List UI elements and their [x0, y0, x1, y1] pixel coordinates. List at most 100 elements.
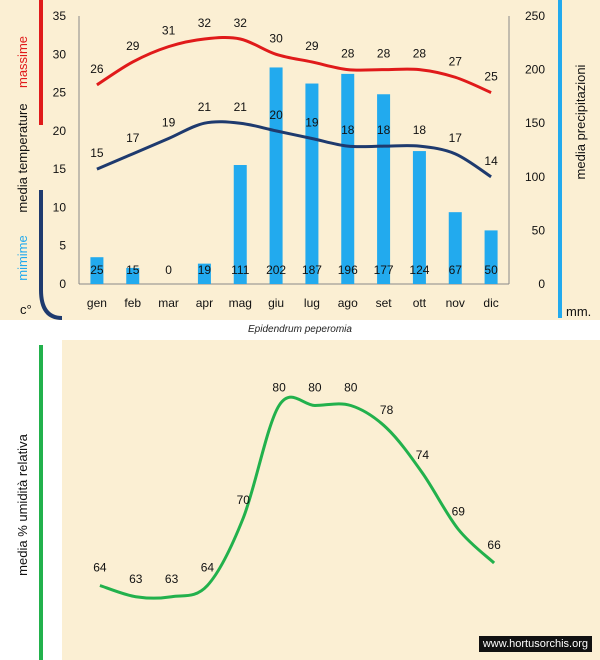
left-tick-label: 30: [53, 47, 67, 61]
precip-data-label: 177: [374, 263, 394, 277]
left-tick-label: 25: [53, 86, 67, 100]
x-axis-ticks: gen feb mar apr mag giu lug ago set ott nov dic: [87, 296, 499, 310]
humidity-data-labels: 64 63 63 64 70 80 80 80 78 74 69 66: [93, 381, 501, 586]
min-temp-data-label: 14: [484, 154, 498, 168]
min-temp-data-label: 21: [198, 100, 212, 114]
right-tick-label: 150: [525, 116, 545, 130]
min-temp-data-label: 20: [269, 108, 283, 122]
precip-unit: mm.: [566, 304, 591, 319]
left-tick-label: 35: [53, 9, 67, 23]
min-bracket: [39, 190, 63, 320]
humidity-data-label: 64: [93, 561, 107, 575]
humidity-data-label: 63: [165, 572, 179, 586]
max-temp-data-label: 30: [269, 31, 283, 45]
max-temp-data-label: 27: [449, 54, 463, 68]
precip-data-label: 50: [484, 263, 498, 277]
humidity-axis-title: media % umidità relativa: [15, 433, 30, 575]
humidity-data-label: 74: [416, 448, 430, 462]
precip-bar: [233, 165, 247, 284]
right-tick-label: 100: [525, 170, 545, 184]
min-temp-data-label: 19: [305, 116, 319, 130]
max-axis-title: massime: [15, 36, 30, 88]
right-tick-label: 50: [532, 223, 546, 237]
x-tick-label: nov: [446, 296, 465, 310]
x-tick-label: feb: [124, 296, 141, 310]
precip-bar: [90, 257, 104, 284]
precip-data-label: 187: [302, 263, 322, 277]
left-tick-label: 15: [53, 162, 67, 176]
site-watermark: www.hortusorchis.org: [478, 636, 592, 652]
bottom-chart-background: [62, 340, 600, 660]
x-tick-label: mag: [229, 296, 252, 310]
humidity-line: [99, 395, 496, 600]
min-temp-data-label: 18: [377, 123, 391, 137]
x-tick-label: gen: [87, 296, 107, 310]
humidity-data-label: 80: [344, 381, 358, 395]
left-tick-label: 5: [59, 239, 66, 253]
precip-data-label: 196: [338, 263, 358, 277]
precip-bar: [126, 267, 140, 284]
precip-bar: [197, 263, 211, 284]
max-temp-data-label: 28: [377, 47, 391, 61]
precip-data-label: 202: [266, 263, 286, 277]
x-tick-label: ott: [413, 296, 427, 310]
right-tick-label: 200: [525, 63, 545, 77]
precip-axis-title: media precipitazioni: [573, 64, 588, 179]
precip-bar: [269, 67, 283, 285]
precip-bar: [412, 151, 426, 284]
x-tick-label: mar: [158, 296, 179, 310]
min-temp-data-label: 15: [90, 146, 104, 160]
min-temp-data-label: 17: [449, 131, 463, 145]
min-temp-data-label: 18: [413, 123, 427, 137]
degree-unit: c°: [20, 302, 32, 317]
x-tick-label: giu: [268, 296, 284, 310]
min-temp-data-labels: 15 17 19 21 21 20 19 18 18 18 17 14: [90, 100, 498, 168]
humidity-data-label: 80: [308, 381, 322, 395]
x-tick-label: set: [376, 296, 393, 310]
max-temp-data-label: 29: [126, 39, 140, 53]
precip-data-label: 111: [231, 263, 250, 277]
max-temp-data-label: 31: [162, 24, 176, 38]
humidity-data-label: 66: [487, 538, 501, 552]
species-caption: Epidendrum peperomia: [248, 324, 352, 335]
x-tick-label: lug: [304, 296, 320, 310]
precip-bar: [305, 83, 319, 284]
precip-data-label: 15: [126, 263, 140, 277]
precip-bar: [448, 212, 462, 284]
precip-data-labels: 25 15 0 19 111 202 187 196 177 124 67 50: [90, 263, 498, 277]
humidity-data-label: 63: [129, 572, 143, 586]
right-tick-label: 250: [525, 9, 545, 23]
precip-bar: [341, 73, 355, 284]
precip-data-label: 19: [198, 263, 212, 277]
precip-data-label: 0: [165, 263, 172, 277]
precip-bars: [90, 67, 498, 285]
x-tick-label: dic: [483, 296, 498, 310]
max-temp-line: [96, 36, 492, 94]
max-temp-data-label: 28: [413, 47, 427, 61]
left-axis-ticks: 0 5 10 15 20 25 30 35: [53, 9, 67, 291]
left-tick-label: 20: [53, 124, 67, 138]
max-temp-data-label: 25: [484, 70, 498, 84]
humidity-data-label: 64: [201, 561, 215, 575]
max-temp-data-label: 29: [305, 39, 319, 53]
humidity-data-label: 70: [237, 493, 251, 507]
x-tick-label: apr: [196, 296, 213, 310]
precip-bar: [377, 94, 391, 284]
precip-data-label: 67: [449, 263, 463, 277]
humidity-data-label: 78: [380, 403, 394, 417]
right-axis-ticks: 0 50 100 150 200 250: [525, 9, 545, 291]
max-temp-data-label: 28: [341, 47, 355, 61]
min-temp-data-label: 17: [126, 131, 140, 145]
max-temp-data-label: 32: [198, 16, 212, 30]
precip-data-label: 25: [90, 263, 104, 277]
min-temp-data-label: 18: [341, 123, 355, 137]
precip-bar: [484, 230, 498, 284]
max-temp-data-label: 26: [90, 62, 104, 76]
min-temp-data-label: 21: [234, 100, 248, 114]
min-axis-title: mimime: [15, 235, 30, 281]
right-tick-label: 0: [538, 277, 545, 291]
x-tick-label: ago: [338, 296, 358, 310]
max-temp-data-label: 32: [234, 16, 248, 30]
humidity-data-label: 80: [272, 381, 286, 395]
